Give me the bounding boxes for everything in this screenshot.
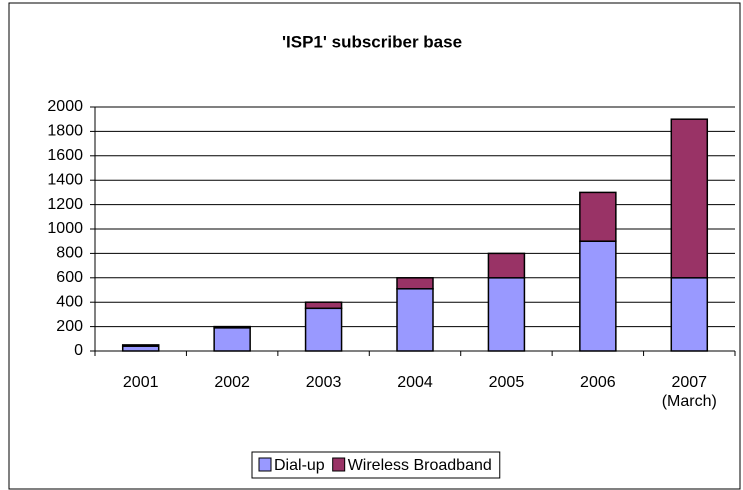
bar-segment <box>579 191 617 242</box>
y-tick-label: 1600 <box>47 147 83 164</box>
y-tick-label: 1800 <box>47 123 83 140</box>
y-tick-label: 1400 <box>47 171 83 188</box>
bar-segment <box>213 327 251 352</box>
y-tick-label: 400 <box>56 293 83 310</box>
x-tick-label: 2001 <box>122 374 159 391</box>
chart-title: 'ISP1' subscriber base <box>282 32 462 51</box>
bar-segment <box>304 301 343 310</box>
y-tick-label: 600 <box>56 269 83 286</box>
y-tick-label: 2000 <box>47 98 83 115</box>
bar-segment <box>396 277 434 290</box>
x-tick-label: 2004 <box>397 374 433 391</box>
bar-segment <box>487 252 526 279</box>
bar-segment <box>304 307 343 352</box>
legend-swatch <box>332 457 346 472</box>
legend-label: Dial-up <box>274 457 325 474</box>
bar-segment <box>213 325 251 329</box>
bar-segment <box>396 288 434 352</box>
bar-segment <box>579 240 617 352</box>
x-tick-label: 2005 <box>488 374 525 391</box>
bar-segment <box>670 118 709 279</box>
legend-label: Wireless Broadband <box>348 457 492 474</box>
y-tick-label: 800 <box>56 245 83 262</box>
legend-box <box>251 451 501 479</box>
y-tick-label: 0 <box>74 342 83 359</box>
chart-border <box>8 2 741 490</box>
x-tick-label: 2007 (March) <box>661 374 717 410</box>
bar-segment <box>121 344 160 347</box>
y-tick-label: 200 <box>56 318 83 335</box>
y-tick-label: 1000 <box>47 220 83 237</box>
bar-segment <box>670 277 709 352</box>
x-tick-label: 2003 <box>305 374 342 391</box>
x-tick-label: 2002 <box>214 374 250 391</box>
bar-segment <box>487 277 526 352</box>
legend-swatch <box>258 457 272 472</box>
y-tick-label: 1200 <box>47 196 83 213</box>
x-tick-label: 2006 <box>580 374 616 391</box>
